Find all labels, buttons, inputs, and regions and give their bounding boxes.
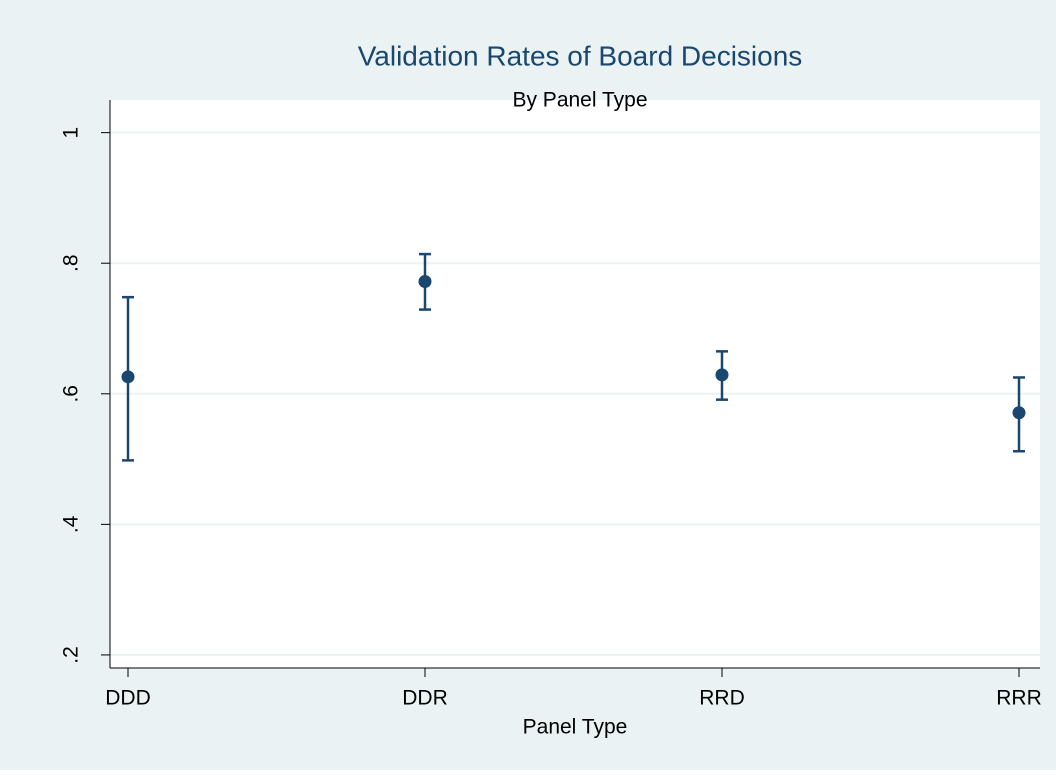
- chart-subtitle: By Panel Type: [512, 89, 647, 112]
- chart-title: Validation Rates of Board Decisions: [358, 40, 803, 71]
- plot-area: [110, 100, 1040, 668]
- point: [1012, 406, 1026, 420]
- y-tick-label: .2: [60, 646, 83, 664]
- x-tick-label: DDR: [402, 687, 448, 710]
- x-tick-label: DDD: [105, 687, 151, 710]
- y-tick-label: .4: [60, 515, 83, 533]
- x-axis-label: Panel Type: [523, 716, 628, 739]
- point: [121, 370, 135, 384]
- point: [418, 274, 432, 288]
- x-tick-label: RRD: [699, 687, 745, 710]
- y-tick-label: 1: [60, 127, 83, 139]
- y-tick-label: .6: [60, 385, 83, 403]
- point: [715, 368, 729, 382]
- y-tick-label: .8: [60, 254, 83, 272]
- x-tick-label: RRR: [996, 687, 1042, 710]
